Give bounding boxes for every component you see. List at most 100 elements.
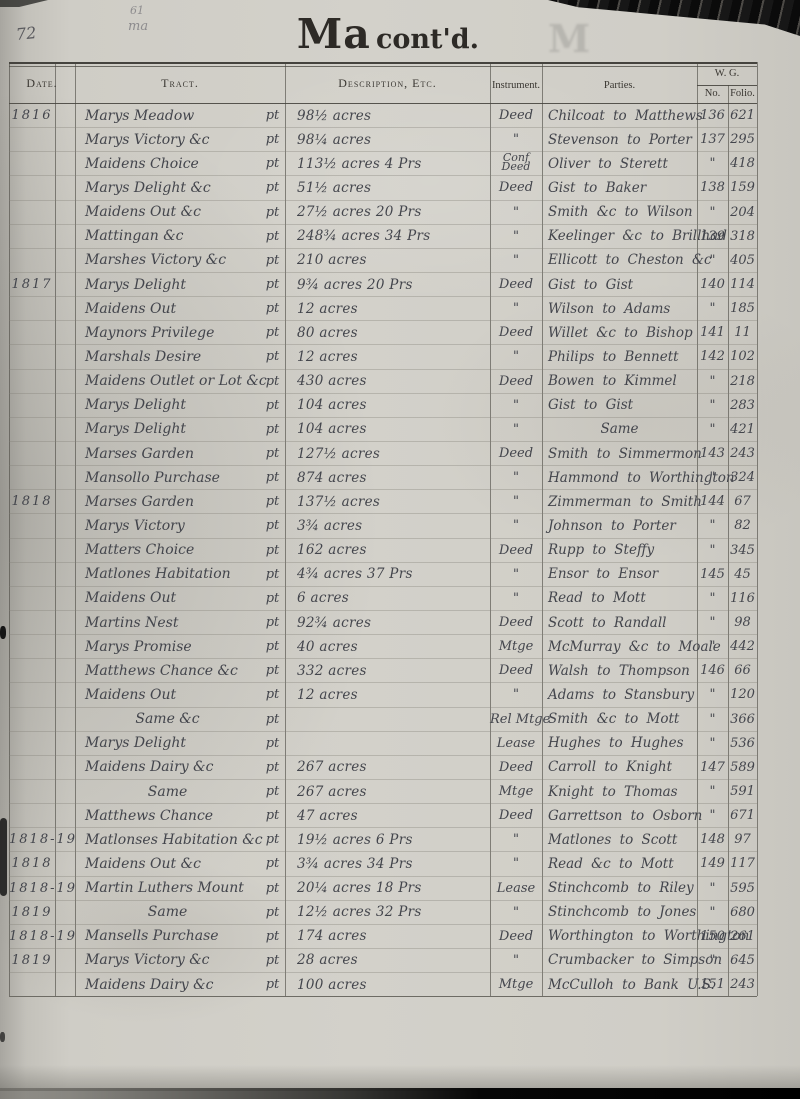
cell-parties: Walsh to Thompson xyxy=(548,662,690,679)
cell-tract: Matthews Chance xyxy=(85,807,214,824)
cell-wg-no: " xyxy=(709,687,716,703)
cell-date: 1818-19 xyxy=(9,832,78,848)
cell-wg-no: " xyxy=(709,397,716,413)
column-header-wg: W. G. xyxy=(714,68,740,79)
cell-parties: Worthington to Worthington xyxy=(548,928,750,945)
cell-wg-no: 141 xyxy=(700,325,725,341)
cell-wg-folio: 405 xyxy=(730,252,755,268)
cell-instrument: " xyxy=(513,421,519,437)
table-row: Marses Garden pt 127½ acres Deed Smith to Si… xyxy=(9,442,757,467)
cell-parties: Keelinger &c to Brillhad xyxy=(548,228,727,245)
cell-instrument: " xyxy=(513,856,519,872)
cell-instrument: Deed xyxy=(498,277,534,293)
table-row: Mansollo Purchase pt 874 acres " Hammond to … xyxy=(9,466,757,491)
cell-parties: Willet &c to Bishop xyxy=(548,324,693,341)
column-rule xyxy=(75,62,76,996)
cell-instrument: " xyxy=(513,590,519,606)
cell-instrument: " xyxy=(513,832,519,848)
cell-pt: pt xyxy=(265,615,280,631)
cell-description: 20¼ acres 18 Prs xyxy=(297,880,422,897)
cell-tract: Maidens Out &c xyxy=(85,855,201,872)
cell-wg-folio: 671 xyxy=(730,808,755,824)
pencil-note-ma: ma xyxy=(128,19,149,34)
cell-pt: pt xyxy=(265,759,280,775)
cell-tract: Marys Victory xyxy=(85,517,185,534)
cell-date: 1818 xyxy=(11,494,53,510)
cell-wg-no: 146 xyxy=(700,663,725,679)
cell-wg-folio: 67 xyxy=(734,494,751,510)
cell-pt: pt xyxy=(265,687,280,703)
cell-parties: Scott to Randall xyxy=(548,614,667,631)
cell-date: 1817 xyxy=(11,277,53,293)
cell-wg-no: " xyxy=(709,373,716,389)
cell-wg-folio: 185 xyxy=(730,301,755,317)
cell-wg-no: 149 xyxy=(700,856,725,872)
cell-wg-no: 138 xyxy=(700,180,725,196)
column-header-no: No. xyxy=(704,88,721,99)
cell-description: 104 acres xyxy=(297,397,367,414)
cell-wg-no: 140 xyxy=(700,277,725,293)
cell-date: 1816 xyxy=(11,108,53,124)
table-row: Mattingan &c pt 248¾ acres 34 Prs " Keelinge… xyxy=(9,225,757,249)
table-row: 1818 Marses Garden pt 137½ acres " Zimmerman … xyxy=(9,490,757,515)
cell-pt: pt xyxy=(265,397,280,413)
column-rule xyxy=(9,62,10,996)
table-row: Maidens Out pt 6 acres " Read to Mott " 116 xyxy=(9,587,757,611)
table-row: Marys Delight pt Lease Hughes to Hughes " 536 xyxy=(9,732,757,756)
cell-parties: Read to Mott xyxy=(548,590,646,607)
cell-wg-folio: 295 xyxy=(730,132,755,148)
page-title-suffix: cont'd. xyxy=(375,24,480,55)
table-row: 1818-19 Mansells Purchase pt 174 acres Deed W… xyxy=(9,925,757,949)
cell-pt: pt xyxy=(265,928,280,944)
cell-wg-folio: 120 xyxy=(730,687,755,703)
cell-description: 27½ acres 20 Prs xyxy=(297,204,422,221)
table-row: Matters Choice pt 162 acres Deed Rupp to Ste… xyxy=(9,539,757,563)
cell-wg-folio: 261 xyxy=(730,928,755,944)
page-title: Ma cont'd. xyxy=(0,10,788,58)
cell-parties: Gist to Baker xyxy=(548,179,647,196)
cell-instrument: Conf Deed xyxy=(501,150,531,173)
cell-tract: Matthews Chance &c xyxy=(85,662,238,679)
cell-wg-no: 145 xyxy=(700,566,725,582)
cell-description: 100 acres xyxy=(297,976,367,993)
scan-speck xyxy=(0,818,7,896)
cell-pt: pt xyxy=(265,639,280,655)
cell-wg-folio: 536 xyxy=(730,735,755,751)
cell-pt: pt xyxy=(265,373,280,389)
cell-pt: pt xyxy=(265,277,280,293)
cell-tract: Maidens Outlet or Lot &c xyxy=(85,373,267,390)
cell-pt: pt xyxy=(265,832,280,848)
cell-instrument: Mtge xyxy=(498,639,534,655)
cell-date: 1818 xyxy=(11,856,53,872)
table-row: Maidens Outlet or Lot &c pt 430 acres Deed B… xyxy=(9,370,757,394)
cell-instrument: " xyxy=(513,687,519,703)
cell-tract: Marys Delight &c xyxy=(85,179,211,196)
cell-description: 267 acres xyxy=(297,783,367,800)
cell-description: 137½ acres xyxy=(297,493,381,510)
cell-pt: pt xyxy=(265,204,280,220)
cell-tract: Marshes Victory &c xyxy=(85,252,227,269)
cell-pt: pt xyxy=(265,156,280,172)
cell-wg-folio: 621 xyxy=(730,108,755,124)
table-row: Marys Victory pt 3¾ acres " Johnson to Porte… xyxy=(9,514,757,539)
cell-instrument: " xyxy=(513,301,519,317)
cell-wg-folio: 116 xyxy=(730,590,755,606)
table-row: Maidens Choice pt 113½ acres 4 Prs Conf Dee… xyxy=(9,150,757,177)
cell-pt: pt xyxy=(265,132,280,148)
cell-instrument: " xyxy=(513,470,519,486)
cell-instrument: Mtge xyxy=(498,784,534,799)
cell-pt: pt xyxy=(265,856,280,872)
cell-wg-folio: 102 xyxy=(730,349,755,365)
cell-tract: Marys Victory &c xyxy=(85,131,210,148)
cell-wg-folio: 421 xyxy=(730,421,755,437)
cell-parties: Smith &c to Wilson xyxy=(548,204,693,221)
cell-wg-no: " xyxy=(709,904,716,920)
cell-description: 28 acres xyxy=(297,952,358,969)
cell-parties: McMurray &c to Moale xyxy=(548,638,721,655)
cell-instrument: Deed xyxy=(498,180,534,196)
cell-wg-no: " xyxy=(709,252,716,268)
cell-wg-folio: 243 xyxy=(730,446,755,462)
cell-instrument: Deed xyxy=(498,759,534,775)
cell-instrument: Deed xyxy=(498,808,534,824)
cell-description: 47 acres xyxy=(297,807,358,824)
